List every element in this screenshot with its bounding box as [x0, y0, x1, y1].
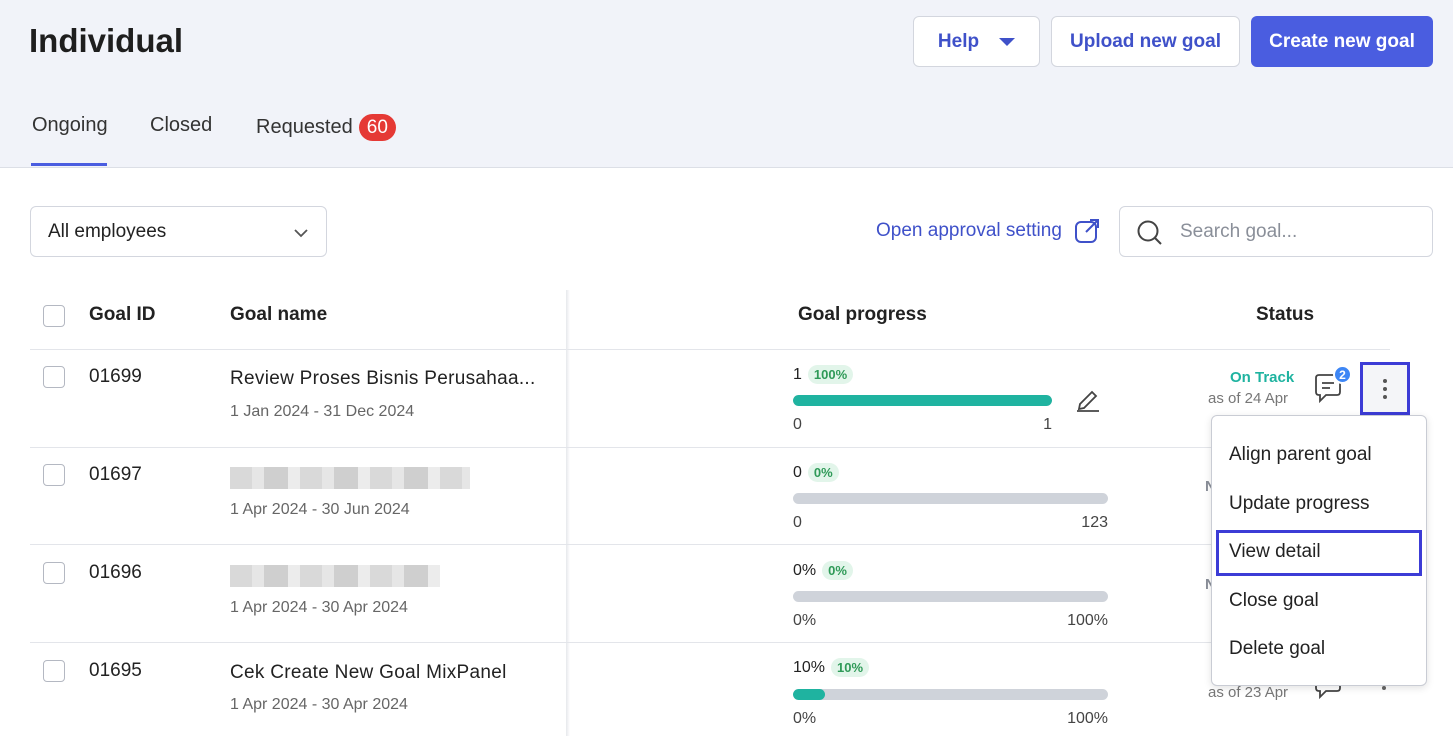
progress-bar-fill [793, 395, 1052, 406]
goal-name-link[interactable]: Cek Create New Goal MixPanel [230, 662, 507, 683]
search-goal-box[interactable] [1119, 206, 1433, 257]
progress-percent-badge: 0% [822, 561, 853, 580]
help-button-label: Help [937, 30, 980, 52]
status-as-of: as of 24 Apr [1208, 390, 1289, 407]
upload-new-goal-button[interactable]: Upload new goal [1051, 16, 1240, 67]
progress-min: 0 [793, 514, 802, 531]
progress-value: 1 100% [793, 365, 854, 384]
status-as-of: as of 23 Apr [1208, 684, 1289, 701]
goal-date-range: 1 Apr 2024 - 30 Jun 2024 [230, 501, 410, 518]
progress-value: 0 0% [793, 463, 839, 482]
progress-value: 0% 0% [793, 561, 853, 580]
create-new-goal-button[interactable]: Create new goal [1251, 16, 1433, 67]
more-options-icon[interactable] [1382, 686, 1386, 690]
progress-current: 0% [793, 561, 817, 579]
progress-value: 10% 10% [793, 658, 870, 677]
tab-requested[interactable]: Requested 60 [256, 114, 396, 141]
open-approval-setting-link[interactable]: Open approval setting [876, 218, 1100, 244]
select-all-checkbox[interactable] [43, 305, 65, 327]
redacted-goal-name [230, 467, 470, 489]
status-label: On Track [1230, 369, 1295, 386]
menu-item-view-detail[interactable]: View detail [1229, 541, 1321, 562]
tab-ongoing[interactable]: Ongoing [32, 114, 108, 136]
row-checkbox[interactable] [43, 464, 65, 486]
goal-name-link[interactable]: Review Proses Bisnis Perusahaa... [230, 368, 536, 389]
page-header-area: Individual Help Upload new goal Create n… [0, 0, 1453, 168]
tab-requested-label: Requested [256, 116, 353, 138]
progress-current: 0 [793, 463, 802, 481]
goal-id: 01697 [89, 464, 142, 485]
comment-icon[interactable] [1312, 680, 1344, 700]
active-tab-indicator [31, 163, 107, 166]
progress-bar [793, 689, 1108, 700]
row-checkbox[interactable] [43, 562, 65, 584]
menu-item-delete-goal[interactable]: Delete goal [1229, 638, 1326, 659]
requested-count-badge: 60 [358, 114, 396, 141]
menu-item-align-parent-goal[interactable]: Align parent goal [1229, 444, 1372, 465]
more-options-icon[interactable] [1360, 362, 1410, 415]
row-divider [30, 447, 1390, 448]
goal-actions-menu: Align parent goal Update progress View d… [1211, 415, 1427, 686]
progress-min: 0% [793, 710, 817, 727]
progress-current: 10% [793, 658, 826, 676]
goal-id: 01695 [89, 660, 142, 681]
progress-bar-fill [793, 689, 825, 700]
menu-item-close-goal[interactable]: Close goal [1229, 590, 1319, 611]
pencil-icon[interactable] [1076, 386, 1100, 412]
progress-current: 1 [793, 365, 802, 383]
column-header-goal-progress: Goal progress [798, 304, 927, 325]
comment-count-badge: 2 [1333, 365, 1352, 384]
row-checkbox[interactable] [43, 366, 65, 388]
progress-max: 123 [1081, 514, 1108, 531]
sticky-column-shadow [566, 290, 570, 736]
row-divider [30, 642, 1390, 643]
progress-percent-badge: 0% [807, 463, 839, 482]
goal-id: 01696 [89, 562, 142, 583]
search-icon [1137, 220, 1162, 245]
redacted-goal-name [230, 565, 440, 587]
goal-id: 01699 [89, 366, 142, 387]
goal-date-range: 1 Jan 2024 - 31 Dec 2024 [230, 403, 415, 420]
help-button[interactable]: Help [913, 16, 1040, 67]
chevron-down-icon [294, 229, 308, 238]
progress-percent-badge: 10% [831, 658, 870, 677]
external-link-icon [1074, 219, 1099, 243]
menu-item-update-progress[interactable]: Update progress [1229, 493, 1370, 514]
status-label-partial: N [1205, 576, 1216, 593]
employee-filter-select[interactable]: All employees [30, 206, 327, 257]
progress-bar [793, 493, 1108, 504]
progress-min: 0% [793, 612, 817, 629]
progress-max: 1 [1043, 416, 1052, 433]
row-checkbox[interactable] [43, 660, 65, 682]
progress-bar [793, 591, 1108, 602]
progress-max: 100% [1067, 710, 1108, 727]
tab-closed[interactable]: Closed [150, 114, 213, 136]
comment-icon[interactable] [1312, 372, 1344, 404]
status-label-partial: N [1205, 478, 1216, 495]
goal-date-range: 1 Apr 2024 - 30 Apr 2024 [230, 599, 408, 616]
caret-down-icon [999, 37, 1016, 46]
progress-percent-badge: 100% [807, 365, 854, 384]
header-divider [30, 349, 1390, 350]
column-header-goal-name: Goal name [230, 304, 328, 325]
search-input[interactable] [1180, 219, 1420, 245]
employee-filter-value: All employees [48, 220, 167, 242]
menu-item-highlight [1216, 530, 1422, 576]
progress-min: 0 [793, 416, 802, 433]
row-divider [30, 544, 1390, 545]
approval-link-label: Open approval setting [876, 220, 1062, 241]
progress-max: 100% [1067, 612, 1108, 629]
progress-bar [793, 395, 1052, 406]
goal-date-range: 1 Apr 2024 - 30 Apr 2024 [230, 696, 408, 713]
column-header-status: Status [1256, 304, 1315, 325]
column-header-goal-id: Goal ID [89, 304, 156, 325]
page-title: Individual [29, 22, 184, 59]
